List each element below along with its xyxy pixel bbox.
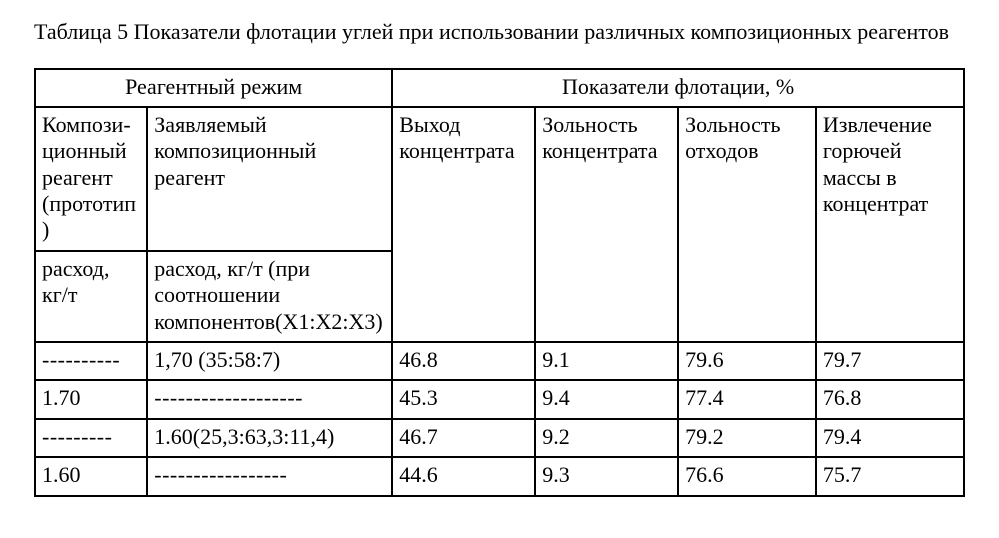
cell-c6: 79.4: [816, 419, 964, 457]
header-col1a: Компози- ционный реагент (прототип): [35, 107, 147, 251]
cell-c4: 9.2: [535, 419, 678, 457]
cell-c4: 9.4: [535, 380, 678, 418]
cell-c1: ----------: [35, 342, 147, 380]
table-row: 1.60 ----------------- 44.6 9.3 76.6 75.…: [35, 457, 964, 495]
cell-c6: 76.8: [816, 380, 964, 418]
table-row: 1.70 ------------------- 45.3 9.4 77.4 7…: [35, 380, 964, 418]
table-header-row-1: Компози- ционный реагент (прототип) Заяв…: [35, 107, 964, 251]
header-col1b: расход, кг/т: [35, 251, 147, 342]
cell-c6: 79.7: [816, 342, 964, 380]
cell-c6: 75.7: [816, 457, 964, 495]
table-header-group-row: Реагентный режим Показатели флотации, %: [35, 69, 964, 107]
cell-c5: 77.4: [678, 380, 816, 418]
cell-c1: ---------: [35, 419, 147, 457]
header-col3: Выход концентрата: [392, 107, 535, 342]
cell-c2: 1.60(25,3:63,3:11,4): [147, 419, 392, 457]
cell-c5: 79.6: [678, 342, 816, 380]
header-col6: Извлечение горючей массы в концентрат: [816, 107, 964, 342]
cell-c3: 44.6: [392, 457, 535, 495]
cell-c3: 45.3: [392, 380, 535, 418]
cell-c3: 46.7: [392, 419, 535, 457]
cell-c2: -------------------: [147, 380, 392, 418]
header-group-flotation: Показатели флотации, %: [392, 69, 964, 107]
table-row: --------- 1.60(25,3:63,3:11,4) 46.7 9.2 …: [35, 419, 964, 457]
table-caption: Таблица 5 Показатели флотации углей при …: [34, 18, 965, 46]
cell-c5: 79.2: [678, 419, 816, 457]
table-row: ---------- 1,70 (35:58:7) 46.8 9.1 79.6 …: [35, 342, 964, 380]
header-col2a: Заявляемый композиционный реагент: [147, 107, 392, 251]
flotation-table: Реагентный режим Показатели флотации, % …: [34, 68, 965, 497]
cell-c1: 1.70: [35, 380, 147, 418]
cell-c4: 9.3: [535, 457, 678, 495]
cell-c5: 76.6: [678, 457, 816, 495]
cell-c2: 1,70 (35:58:7): [147, 342, 392, 380]
header-col4: Зольность концентрата: [535, 107, 678, 342]
cell-c1: 1.60: [35, 457, 147, 495]
cell-c4: 9.1: [535, 342, 678, 380]
cell-c3: 46.8: [392, 342, 535, 380]
header-group-reagent: Реагентный режим: [35, 69, 392, 107]
cell-c2: -----------------: [147, 457, 392, 495]
header-col2b: расход, кг/т (при соотношении компоненто…: [147, 251, 392, 342]
header-col5: Зольность отходов: [678, 107, 816, 342]
